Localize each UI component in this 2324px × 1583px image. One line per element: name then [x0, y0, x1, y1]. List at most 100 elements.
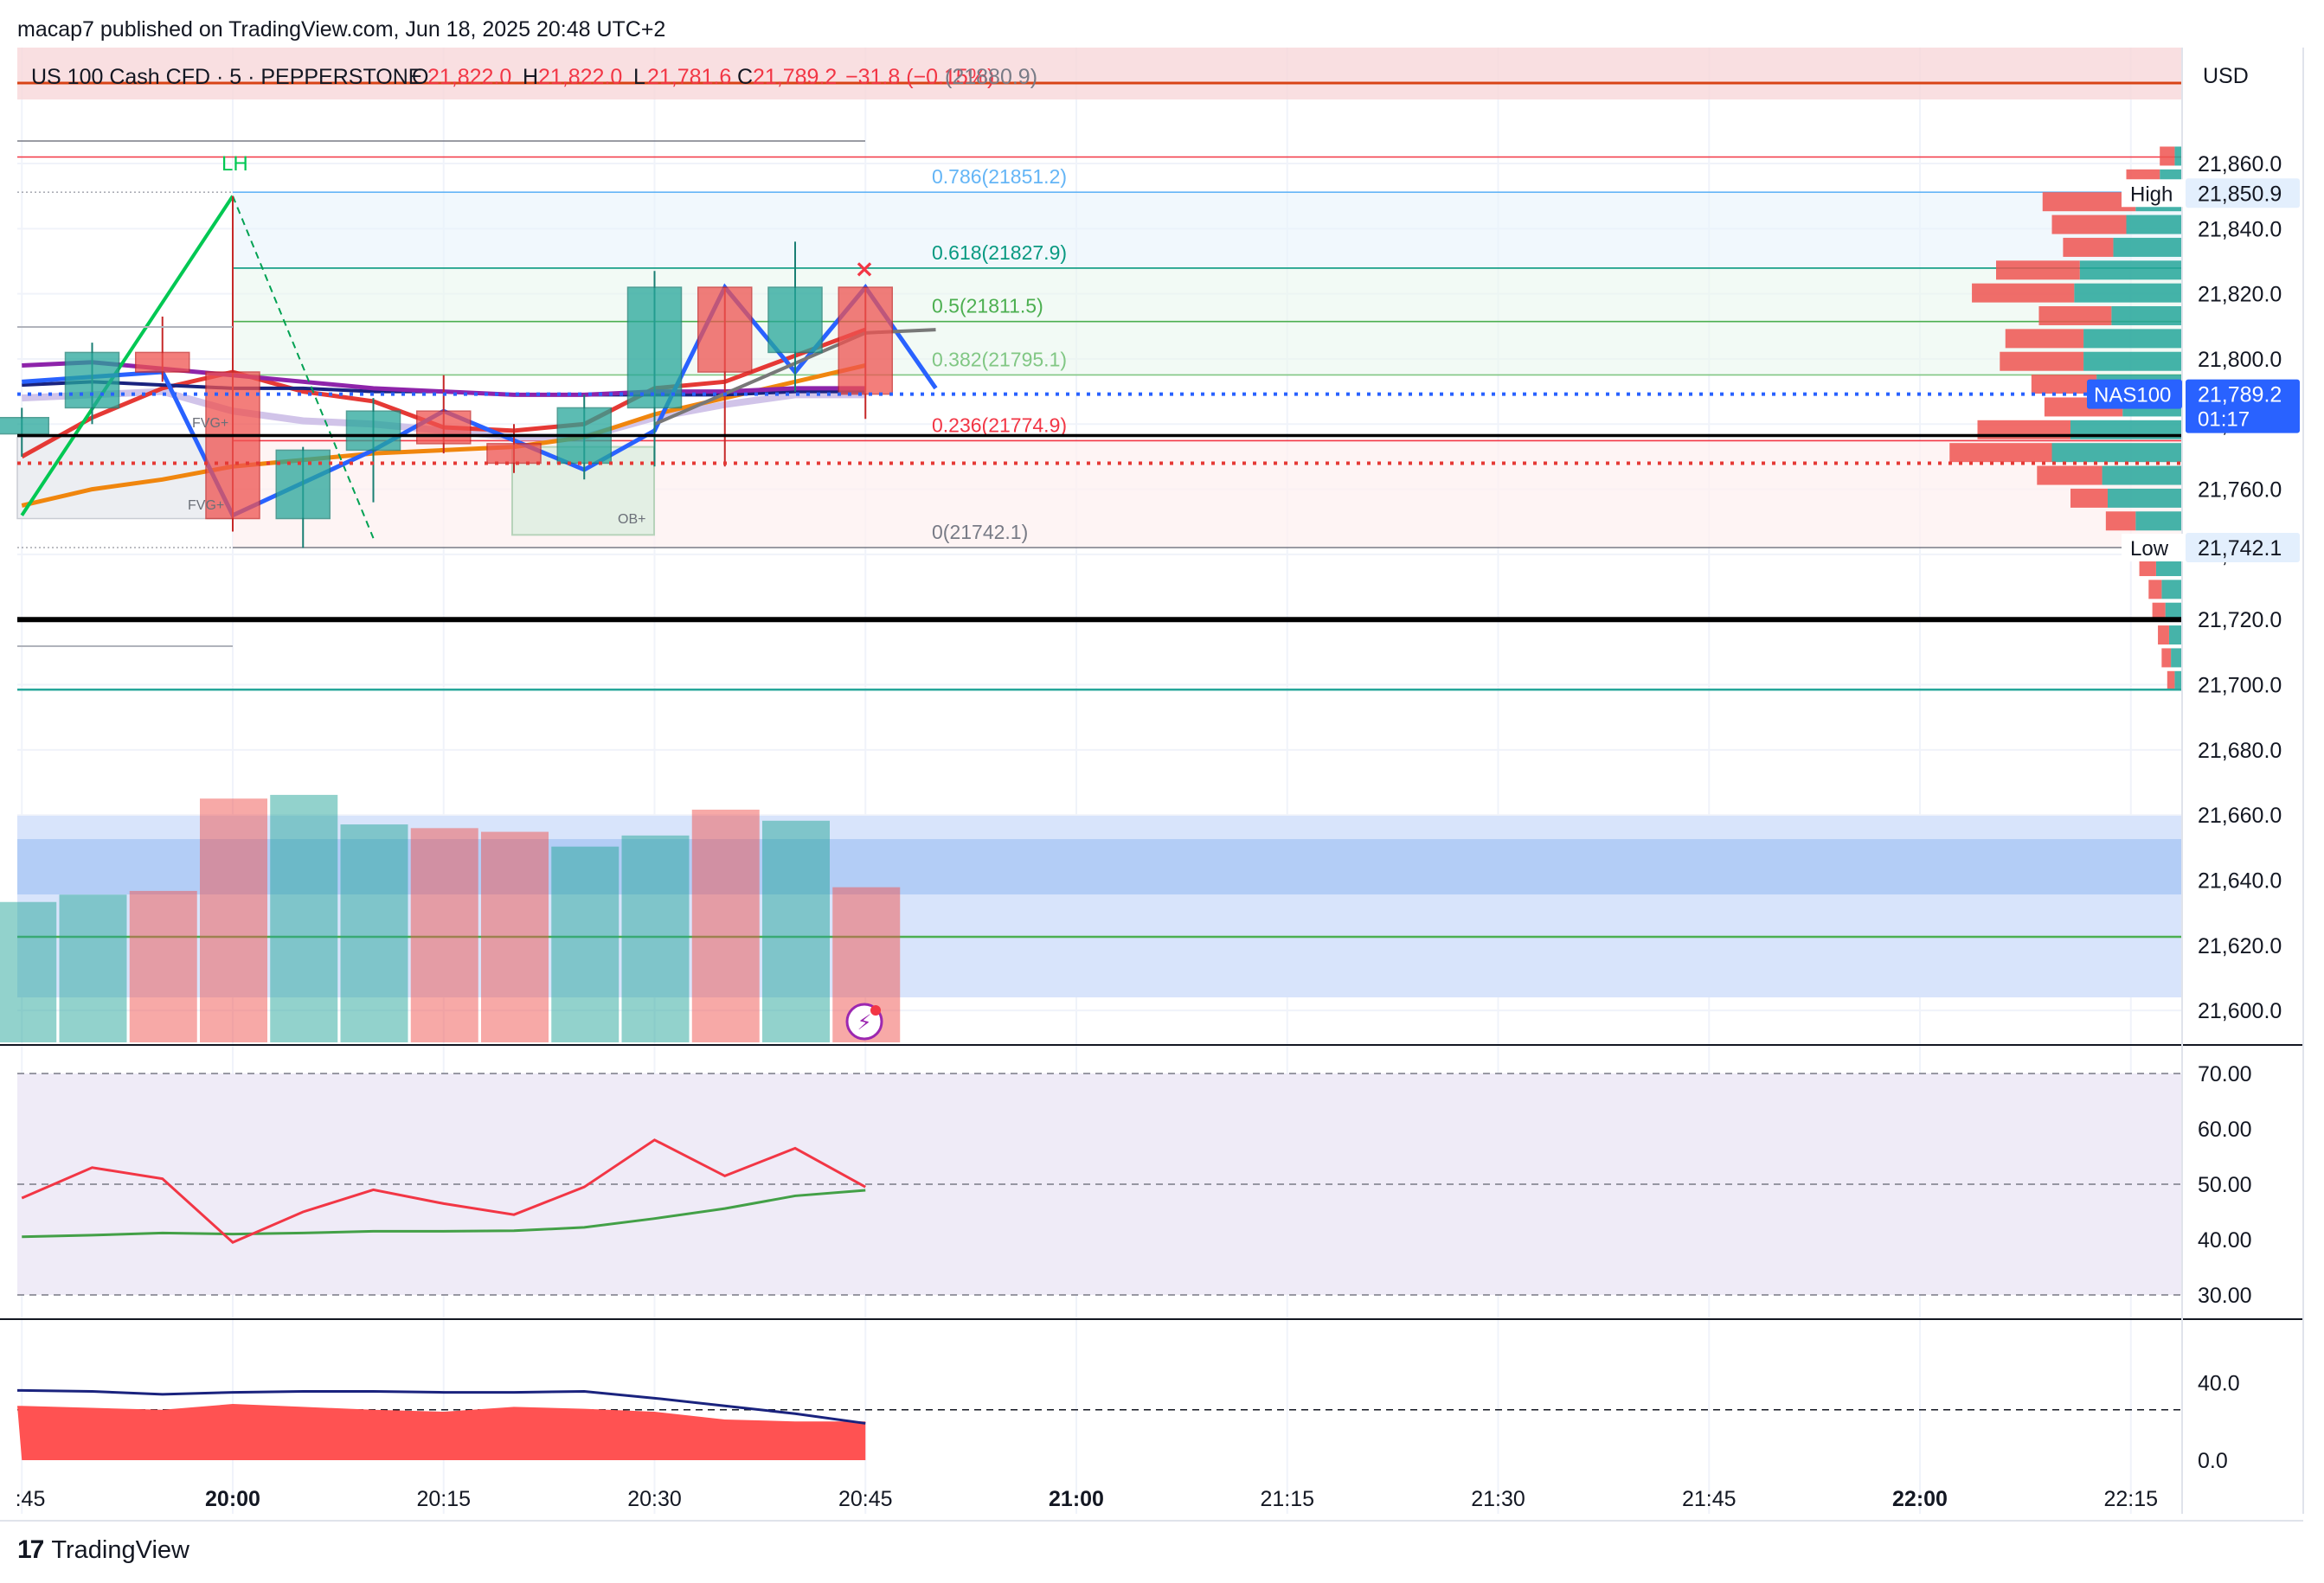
volume-bar	[551, 846, 620, 1042]
vp-up-bar	[2126, 215, 2182, 234]
candle-body	[275, 449, 331, 520]
rsi-ma-line	[22, 1189, 866, 1239]
vp-down-bar	[2042, 192, 2136, 212]
low-value-bg	[2186, 533, 2300, 563]
volume-bar	[0, 901, 57, 1042]
price-axis-tick: 21,860.0	[2198, 152, 2282, 176]
vp-down-bar	[2158, 625, 2169, 645]
price-axis-tick: 21,640.0	[2198, 869, 2282, 894]
candle-body	[697, 286, 753, 373]
high-value: 21,850.9	[2198, 182, 2282, 206]
legend-change: −31.8 (−0.15%)	[845, 65, 994, 89]
price-axis-tick: 21,680.0	[2198, 739, 2282, 763]
fib-level-label: 0.382(21795.1)	[932, 348, 1067, 370]
candle-body	[626, 286, 683, 409]
last-price-bg	[2186, 379, 2300, 433]
oscillator-pane: 40.0 0.0	[0, 1318, 2303, 1473]
candle-body	[135, 351, 190, 373]
vp-down-bar	[2161, 648, 2172, 668]
vp-down-bar	[2038, 306, 2112, 326]
time-axis-tick: 22:15	[2103, 1487, 2158, 1511]
price-axis-tick: 21,820.0	[2198, 283, 2282, 307]
price-axis-tick: 21,840.0	[2198, 217, 2282, 241]
horizontal-lines	[17, 81, 2182, 691]
vp-up-bar	[2165, 602, 2182, 622]
volume-bar	[200, 798, 267, 1042]
time-axis: :45 20:00 20:15 20:30 20:45 21:00 21:15 21:30 21…	[0, 1487, 2303, 1522]
supply-zone	[17, 48, 2182, 99]
lh-label: LH	[221, 152, 248, 176]
vp-down-bar	[2051, 215, 2127, 234]
vp-up-bar	[2051, 443, 2182, 463]
osc-line	[17, 1388, 866, 1425]
vp-up-bar	[2174, 146, 2182, 166]
rsi-axis-tick: 30.00	[2198, 1284, 2252, 1308]
price-axis: 21,860.021,840.021,820.021,800.021,780.0…	[2181, 48, 2304, 1514]
candle-body	[205, 371, 260, 520]
vp-down-bar	[2152, 602, 2166, 622]
vp-up-bar	[2113, 237, 2182, 257]
low-label: Low	[2130, 537, 2169, 561]
tv-brand-name: TradingView	[51, 1535, 189, 1564]
rsi-line	[21, 1138, 866, 1244]
tradingview-logo[interactable]: 17 TradingView	[17, 1535, 189, 1565]
high-value-bg	[2186, 178, 2300, 208]
annotations: LH OB+ FVG+ FVG+ ×	[188, 152, 875, 527]
legend-l-label: L	[633, 65, 645, 89]
time-axis-tick: 21:30	[1471, 1487, 1525, 1511]
close-marker-icon: ×	[854, 254, 874, 283]
candles	[0, 195, 893, 548]
volume-bar	[410, 828, 478, 1042]
volume-bar	[621, 835, 690, 1042]
fib-zone-upper	[233, 192, 2182, 268]
candle-body	[486, 443, 542, 465]
price-axis-tick: 21,660.0	[2198, 804, 2282, 828]
price-badges: High 21,850.9 Low 21,742.1 NAS100 21,789.201:…	[2087, 178, 2300, 563]
bar-countdown: 01:17	[2198, 408, 2250, 432]
legend-l: 21,781.6	[647, 65, 731, 89]
publish-line: macap7 published on TradingView.com, Jun…	[17, 17, 666, 42]
volume-bar	[762, 820, 830, 1042]
time-axis-tick: 20:15	[416, 1487, 471, 1511]
osc-axis-tick: 0.0	[2198, 1449, 2228, 1473]
vp-up-bar	[2079, 260, 2182, 280]
vp-up-bar	[2102, 465, 2182, 485]
legend-o-label: O	[412, 65, 428, 89]
swing-line-green	[20, 195, 234, 516]
price-axis-tick: 21,600.0	[2198, 999, 2282, 1023]
background-zones	[16, 48, 2182, 548]
legend-c-label: C	[737, 65, 753, 89]
vp-down-bar	[2167, 670, 2175, 690]
time-axis-tick: 22:00	[1892, 1487, 1948, 1511]
volume-bars: ⚡	[0, 794, 2182, 1042]
volume-bar	[691, 809, 760, 1042]
legend-h: 21,822.0	[538, 65, 622, 89]
fib-level-label: 0(21742.1)	[932, 521, 1028, 543]
ob-label: OB+	[618, 512, 645, 527]
vp-down-bar	[2160, 146, 2175, 166]
time-axis-tick: 20:45	[838, 1487, 893, 1511]
legend-overlay: (21880.9)	[945, 65, 1037, 89]
time-axis-tick: 20:00	[205, 1487, 260, 1511]
vp-up-bar	[2108, 488, 2182, 508]
osc-axis-tick: 40.0	[2198, 1371, 2240, 1395]
currency-label[interactable]: USD	[2203, 64, 2249, 88]
time-axis-tick: :45	[16, 1487, 46, 1511]
high-label-bg	[2122, 179, 2184, 208]
last-price-value: 21,789.2	[2198, 383, 2282, 407]
fib-level-label: 0.5(21811.5)	[932, 295, 1043, 317]
volume-bar	[481, 831, 549, 1042]
vp-down-bar	[1949, 443, 2052, 463]
symbol-tag: NAS100	[2094, 384, 2171, 407]
vp-down-bar	[2070, 488, 2108, 508]
vp-up-bar	[2155, 556, 2182, 576]
vp-down-bar	[2105, 511, 2136, 531]
vp-up-bar	[2074, 283, 2182, 303]
candle-body	[767, 286, 823, 354]
vp-up-bar	[2135, 511, 2182, 531]
swing-line-dashed	[232, 195, 375, 539]
volume-bar	[129, 890, 197, 1042]
vp-up-bar	[2168, 625, 2182, 645]
alert-dot	[870, 1005, 881, 1016]
